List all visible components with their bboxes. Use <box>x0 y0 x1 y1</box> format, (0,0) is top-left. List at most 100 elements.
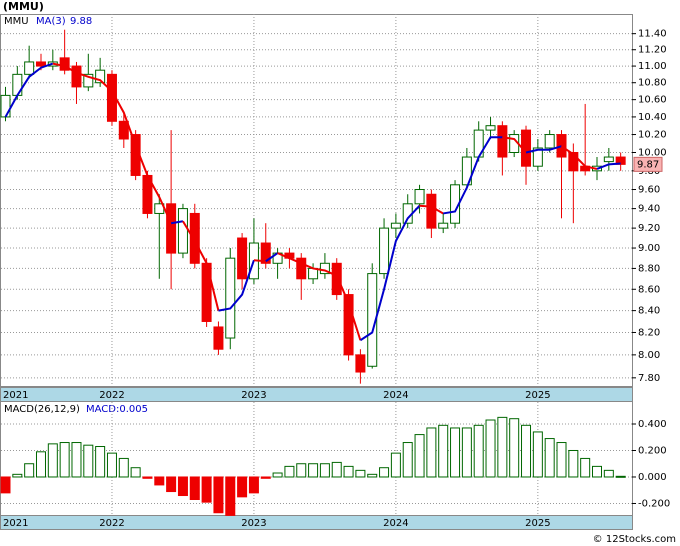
macd-bar <box>319 463 330 478</box>
candle-body <box>485 125 496 131</box>
x-tick-label: 2023 <box>241 518 266 529</box>
candle-body <box>213 326 224 350</box>
candle-body <box>568 151 579 172</box>
macd-bar <box>379 467 390 478</box>
candle-body <box>343 294 354 356</box>
candle-body <box>426 193 437 229</box>
ma-line <box>525 145 562 154</box>
macd-bar <box>343 465 354 478</box>
ma-line <box>253 259 266 263</box>
ma-line <box>359 205 421 342</box>
candle-body <box>59 57 70 71</box>
footer: © 12Stocks.com <box>593 534 676 545</box>
macd-bar <box>24 463 35 478</box>
macd-bar <box>260 476 271 479</box>
y-tick-label: -0.200 <box>638 498 670 509</box>
candle-body <box>379 227 390 275</box>
y-tick-label: 10.60 <box>638 95 667 106</box>
ma-line <box>419 204 444 215</box>
chart-title: (MMU) <box>3 0 44 13</box>
macd-bar <box>272 472 283 478</box>
x-tick-label: 2022 <box>99 518 124 529</box>
x-tick-label: 2021 <box>3 390 28 401</box>
macd-bar <box>71 442 82 478</box>
macd-bar <box>237 476 248 498</box>
macd-bar <box>189 476 200 501</box>
candle-body <box>331 262 342 296</box>
macd-bar <box>615 475 626 478</box>
macd-bar <box>521 424 532 478</box>
macd-bar <box>390 452 401 478</box>
y-tick-label: 11.00 <box>638 61 667 72</box>
candle-body <box>319 262 330 275</box>
macd-value: MACD:0.005 <box>86 404 148 415</box>
macd-bar <box>556 442 567 478</box>
macd-bar <box>201 476 212 503</box>
candle-body <box>296 257 307 280</box>
candle-body <box>24 61 35 75</box>
ma-line <box>182 220 220 311</box>
y-tick-label: 0.200 <box>638 445 667 456</box>
ma-line <box>170 220 184 225</box>
macd-title: MACD(26,12,9) <box>4 404 80 415</box>
macd-bar <box>426 427 437 478</box>
candle-body <box>177 208 188 254</box>
y-tick-label: 8.40 <box>638 306 660 317</box>
macd-bar <box>35 451 46 478</box>
candle-body <box>83 73 94 88</box>
candle-body <box>603 156 614 163</box>
y-tick-label: 8.60 <box>638 284 660 295</box>
macd-bar <box>95 446 106 478</box>
candle-body <box>544 134 555 149</box>
macd-bar <box>485 419 496 478</box>
x-tick-label: 2021 <box>3 518 28 529</box>
macd-bar <box>331 461 342 478</box>
candle-body <box>390 222 401 229</box>
y-tick-label: 9.20 <box>638 223 660 234</box>
y-tick-label: 10.20 <box>638 130 667 141</box>
macd-bar <box>142 476 153 479</box>
y-tick-label: 0.000 <box>638 472 667 483</box>
macd-bar <box>213 476 224 514</box>
macd-bar <box>284 465 295 478</box>
macd-bar <box>106 452 117 478</box>
y-tick-label: 7.80 <box>638 373 660 384</box>
y-tick-label: 0.400 <box>638 419 667 430</box>
ma-line <box>277 252 362 341</box>
candle-body <box>189 212 200 264</box>
y-tick-label: 10.00 <box>638 147 667 158</box>
y-tick-label: 9.00 <box>638 243 660 254</box>
ma-line <box>4 62 54 118</box>
macd-bar <box>118 457 129 478</box>
macd-bar <box>177 476 188 497</box>
macd-bar <box>59 442 70 478</box>
candle-body <box>260 242 271 264</box>
macd-bar <box>580 457 591 478</box>
macd-bar <box>0 476 11 494</box>
macd-bar <box>414 434 425 478</box>
macd-bar <box>154 476 165 486</box>
macd-bar <box>166 476 177 493</box>
macd-bar <box>308 463 319 478</box>
macd-bar <box>592 465 602 478</box>
x-tick-label: 2024 <box>383 518 408 529</box>
ma-line <box>502 136 527 154</box>
macd-bar <box>83 444 94 478</box>
macd-bar <box>47 443 58 478</box>
candle-body <box>166 203 177 254</box>
y-tick-label: 8.80 <box>638 263 660 274</box>
macd-bar <box>12 473 23 478</box>
candle-body <box>95 69 106 84</box>
macd-bar <box>402 442 413 478</box>
ma-line <box>596 162 621 170</box>
macd-bar <box>225 476 236 516</box>
y-tick-label: 8.00 <box>638 350 660 361</box>
ma-line <box>265 252 279 263</box>
x-tick-label: 2024 <box>383 390 408 401</box>
candle-body <box>367 273 378 367</box>
y-tick-label: 9.60 <box>638 185 660 196</box>
macd-bar <box>568 449 579 478</box>
macd-bar <box>509 418 520 478</box>
year-strip <box>0 515 633 530</box>
